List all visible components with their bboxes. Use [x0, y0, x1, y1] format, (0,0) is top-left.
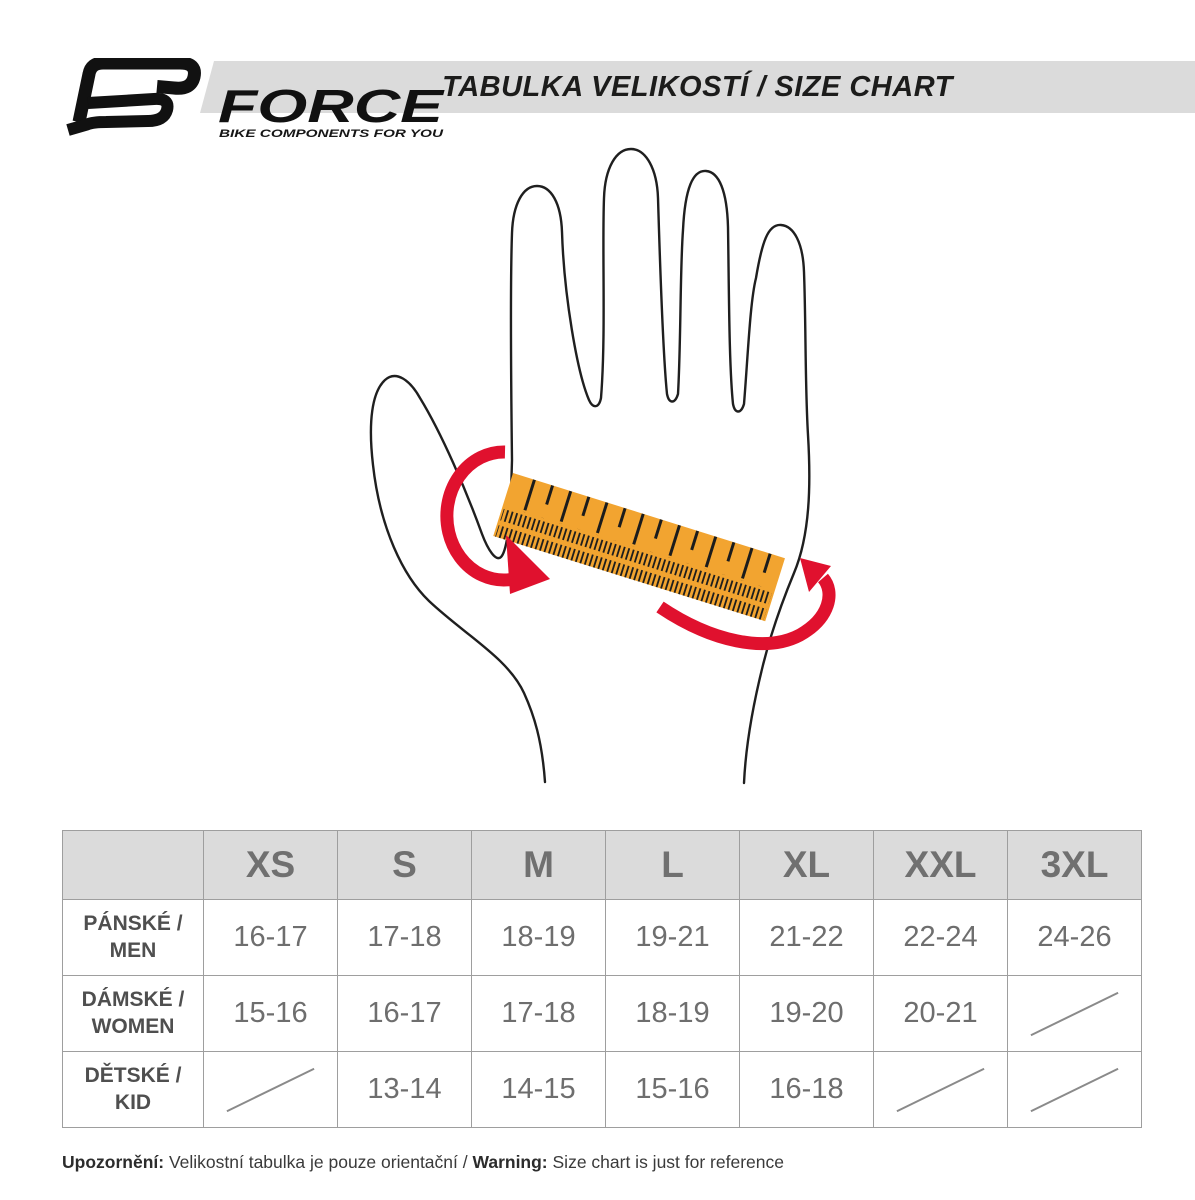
size-cell: 17-18	[338, 900, 472, 976]
column-header-3xl: 3XL	[1008, 831, 1142, 900]
brand-text: FORCE	[218, 80, 445, 132]
row-label: DĚTSKÉ / KID	[63, 1052, 204, 1128]
footer-warning-label-en: Warning:	[472, 1152, 548, 1172]
row-label: PÁNSKÉ / MEN	[63, 900, 204, 976]
title-bar	[200, 61, 1195, 113]
force-emblem-icon	[66, 58, 201, 136]
measuring-ruler	[493, 473, 785, 622]
size-cell: 16-17	[204, 900, 338, 976]
hand-measure-illustration	[369, 147, 836, 785]
wrap-arrow-left-icon	[440, 445, 550, 594]
size-cell: 19-21	[606, 900, 740, 976]
size-cell	[874, 1052, 1008, 1128]
ruler-major-ticks	[510, 475, 783, 590]
size-cell: 18-19	[472, 900, 606, 976]
size-cell	[1008, 976, 1142, 1052]
column-header-l: L	[606, 831, 740, 900]
wrap-arrow-right-icon	[656, 558, 836, 651]
size-cell: 16-17	[338, 976, 472, 1052]
ruler-mm-ticks-bottom	[495, 525, 767, 621]
row-label: DÁMSKÉ / WOMEN	[63, 976, 204, 1052]
ruler-mm-ticks-middle	[500, 508, 772, 605]
empty-cell-slash	[896, 1067, 985, 1112]
size-cell: 24-26	[1008, 900, 1142, 976]
size-cell: 18-19	[606, 976, 740, 1052]
size-cell: 16-18	[740, 1052, 874, 1128]
column-header-xl: XL	[740, 831, 874, 900]
page-title: TABULKA VELIKOSTÍ / SIZE CHART	[442, 70, 953, 103]
size-cell: 17-18	[472, 976, 606, 1052]
size-cell	[1008, 1052, 1142, 1128]
size-cell	[204, 1052, 338, 1128]
empty-cell-slash	[1030, 1067, 1119, 1112]
size-cell: 20-21	[874, 976, 1008, 1052]
footer-note: Upozornění: Velikostní tabulka je pouze …	[62, 1152, 784, 1173]
footer-warning-label-cz: Upozornění:	[62, 1152, 165, 1172]
column-header-s: S	[338, 831, 472, 900]
hand-outline	[369, 147, 811, 785]
empty-cell-slash	[226, 1067, 315, 1112]
size-table: XS S M L XL XXL 3XL PÁNSKÉ / MEN 16-17 17-18 18-19 1…	[62, 830, 1142, 1128]
footer-warning-text-cz: Velikostní tabulka je pouze orientační /	[164, 1152, 473, 1172]
column-header-xs: XS	[204, 831, 338, 900]
size-cell: 14-15	[472, 1052, 606, 1128]
table-corner-cell	[63, 831, 204, 900]
column-header-m: M	[472, 831, 606, 900]
size-cell: 19-20	[740, 976, 874, 1052]
size-cell: 22-24	[874, 900, 1008, 976]
empty-cell-slash	[1030, 991, 1119, 1036]
size-cell: 13-14	[338, 1052, 472, 1128]
footer-warning-text-en: Size chart is just for reference	[547, 1152, 785, 1172]
size-cell: 21-22	[740, 900, 874, 976]
brand-tagline: BIKE COMPONENTS FOR YOU	[219, 128, 444, 140]
size-cell: 15-16	[204, 976, 338, 1052]
force-logo: FORCE BIKE COMPONENTS FOR YOU	[66, 58, 445, 140]
size-cell: 15-16	[606, 1052, 740, 1128]
column-header-xxl: XXL	[874, 831, 1008, 900]
